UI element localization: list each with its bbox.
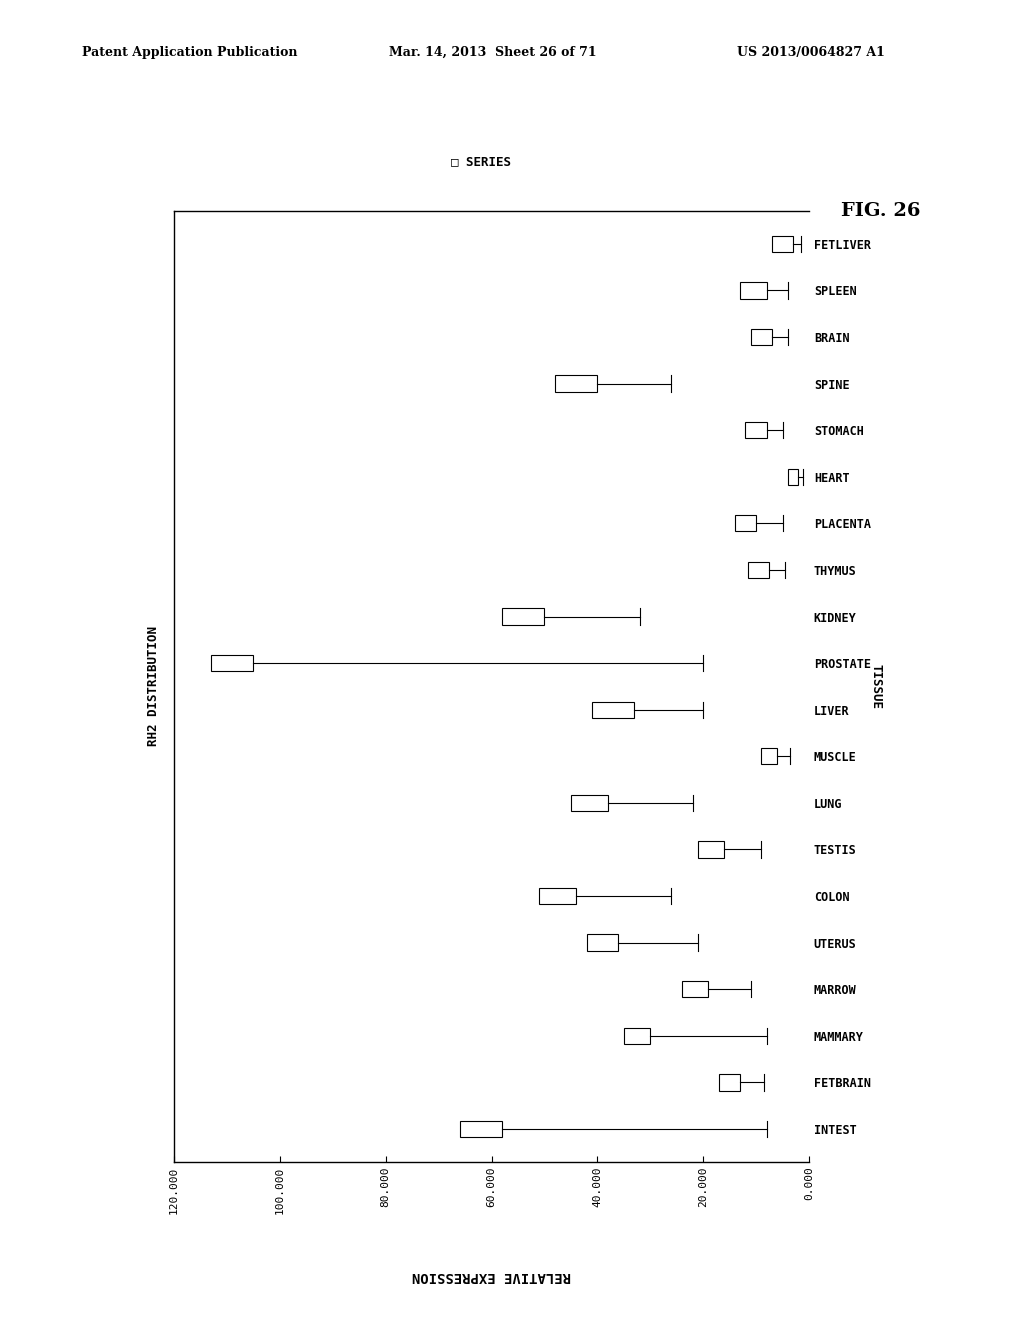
- Y-axis label: RH2 DISTRIBUTION: RH2 DISTRIBUTION: [147, 627, 160, 746]
- Bar: [587, 935, 618, 950]
- Bar: [502, 609, 545, 624]
- Bar: [751, 329, 772, 345]
- Bar: [592, 701, 635, 718]
- Bar: [735, 515, 756, 532]
- Bar: [787, 469, 799, 484]
- Bar: [460, 1121, 502, 1137]
- Text: TISSUE: TISSUE: [869, 664, 882, 709]
- Text: FIG. 26: FIG. 26: [841, 202, 921, 220]
- Bar: [624, 1028, 650, 1044]
- Text: US 2013/0064827 A1: US 2013/0064827 A1: [737, 46, 885, 59]
- Bar: [571, 795, 608, 810]
- Bar: [698, 841, 724, 858]
- Bar: [539, 888, 577, 904]
- Bar: [555, 375, 597, 392]
- Bar: [211, 655, 254, 672]
- Bar: [772, 236, 794, 252]
- Text: Mar. 14, 2013  Sheet 26 of 71: Mar. 14, 2013 Sheet 26 of 71: [389, 46, 597, 59]
- Bar: [745, 422, 767, 438]
- X-axis label: RELATIVE EXPRESSION: RELATIVE EXPRESSION: [412, 1270, 571, 1283]
- Text: □ SERIES: □ SERIES: [452, 154, 511, 168]
- Bar: [740, 282, 767, 298]
- Bar: [762, 748, 777, 764]
- Text: Patent Application Publication: Patent Application Publication: [82, 46, 297, 59]
- Bar: [682, 981, 709, 998]
- Bar: [719, 1074, 740, 1090]
- Bar: [749, 562, 769, 578]
